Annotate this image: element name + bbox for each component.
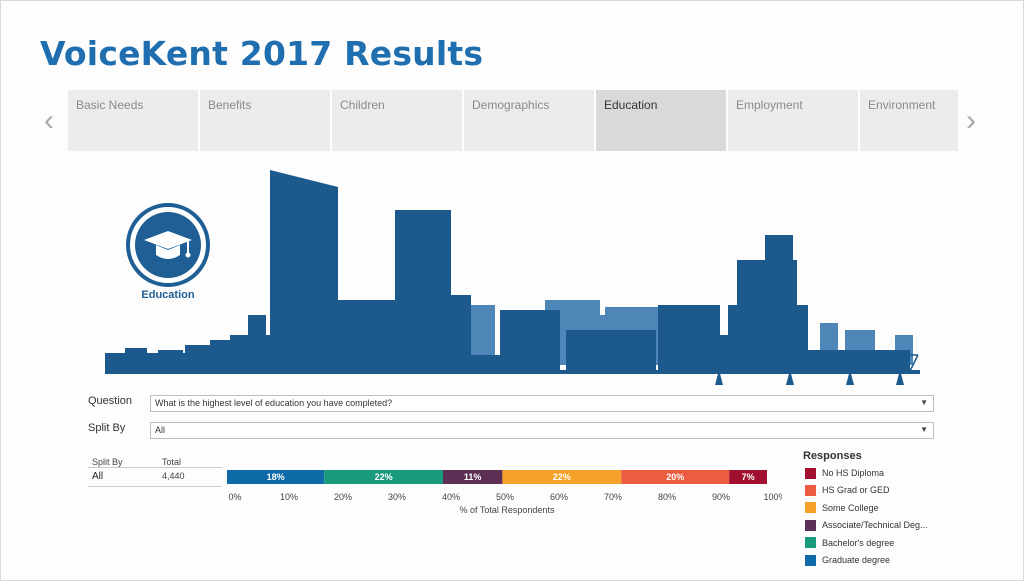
x-axis-label: % of Total Respondents [460, 505, 555, 515]
bar-data-label-0: 18% [267, 472, 285, 482]
stacked-bar-chart: 18% 22% 11% 22% 20% 7% 0% 10% 20% 30% 40% 50% 60% 70… [227, 470, 782, 515]
prev-tab-icon[interactable]: ‹ [44, 104, 54, 137]
legend-swatch [805, 467, 816, 479]
x-tick-label: 20% [334, 492, 352, 502]
legend-item[interactable]: Some College [805, 502, 879, 514]
legend-swatch [805, 519, 816, 531]
tab-environment[interactable]: Environment [860, 90, 958, 151]
table-row [88, 467, 222, 487]
column-header-split: Split By [92, 457, 123, 467]
legend-item[interactable]: Associate/Technical Deg... [805, 519, 928, 531]
x-tick-label: 50% [496, 492, 514, 502]
x-tick-label: 100% [763, 492, 782, 502]
tab-demographics[interactable]: Demographics [464, 90, 594, 151]
legend-label: Some College [822, 502, 879, 513]
next-tab-icon[interactable]: › [966, 104, 976, 137]
category-label: Education [141, 289, 195, 301]
bar-segment-4[interactable] [621, 470, 730, 484]
bar-segment-0[interactable] [227, 470, 325, 484]
bar-segment-2[interactable] [443, 470, 503, 484]
question-value: What is the highest level of education y… [155, 398, 393, 408]
x-tick-label: 0% [228, 492, 241, 502]
city-skyline-illustration [105, 170, 920, 385]
x-tick-label: 60% [550, 492, 568, 502]
chevron-down-icon: ▼ [920, 425, 928, 434]
column-header-total: Total [162, 457, 182, 467]
legend-swatch [805, 502, 816, 514]
x-tick-label: 10% [280, 492, 298, 502]
legend-swatch [805, 484, 816, 496]
tab-children[interactable]: Children [332, 90, 462, 151]
question-label: Question [88, 395, 133, 407]
bar-data-label-2: 11% [464, 472, 482, 482]
legend-label: Graduate degree [822, 555, 891, 565]
page-title: VoiceKent 2017 Results [40, 34, 484, 73]
tab-education[interactable]: Education [596, 90, 726, 151]
row-total: 4,440 [162, 471, 185, 481]
x-tick-label: 90% [712, 492, 730, 502]
bar-data-label-5: 7% [742, 472, 755, 482]
category-tabs: Basic Needs Benefits Children Demographi… [68, 90, 958, 151]
graduation-cap-icon [126, 203, 210, 287]
bar-data-label-4: 20% [666, 472, 684, 482]
legend-item[interactable]: Graduate degree [805, 554, 890, 566]
legend-title: Responses [803, 450, 862, 462]
split-by-dropdown[interactable]: All ▼ [150, 422, 934, 439]
row-label: All [92, 471, 104, 482]
legend-item[interactable]: No HS Diploma [805, 467, 884, 479]
chevron-down-icon: ▼ [920, 398, 928, 407]
x-tick-label: 40% [442, 492, 460, 502]
tab-benefits[interactable]: Benefits [200, 90, 330, 151]
x-tick-label: 30% [388, 492, 406, 502]
split-by-value: All [155, 425, 166, 435]
legend-label: No HS Diploma [822, 468, 885, 478]
legend-label: Associate/Technical Deg... [822, 520, 928, 531]
bar-segment-3[interactable] [502, 470, 622, 484]
legend-item[interactable]: Bachelor's degree [805, 537, 894, 549]
legend-swatch [805, 537, 816, 549]
legend-item[interactable]: HS Grad or GED [805, 484, 890, 496]
tab-basic-needs[interactable]: Basic Needs [68, 90, 198, 151]
bar-segment-5[interactable] [729, 470, 767, 484]
tab-employment[interactable]: Employment [728, 90, 858, 151]
legend-label: Bachelor's degree [822, 537, 895, 548]
split-by-label: Split By [88, 422, 126, 434]
question-dropdown[interactable]: What is the highest level of education y… [150, 395, 934, 412]
legend-swatch [805, 554, 816, 566]
bar-segment-1[interactable] [324, 470, 443, 484]
x-tick-label: 70% [604, 492, 622, 502]
bar-data-label-1: 22% [375, 472, 393, 482]
bar-data-label-3: 22% [553, 472, 571, 482]
legend-label: HS Grad or GED [822, 485, 890, 496]
x-tick-label: 80% [658, 492, 676, 502]
